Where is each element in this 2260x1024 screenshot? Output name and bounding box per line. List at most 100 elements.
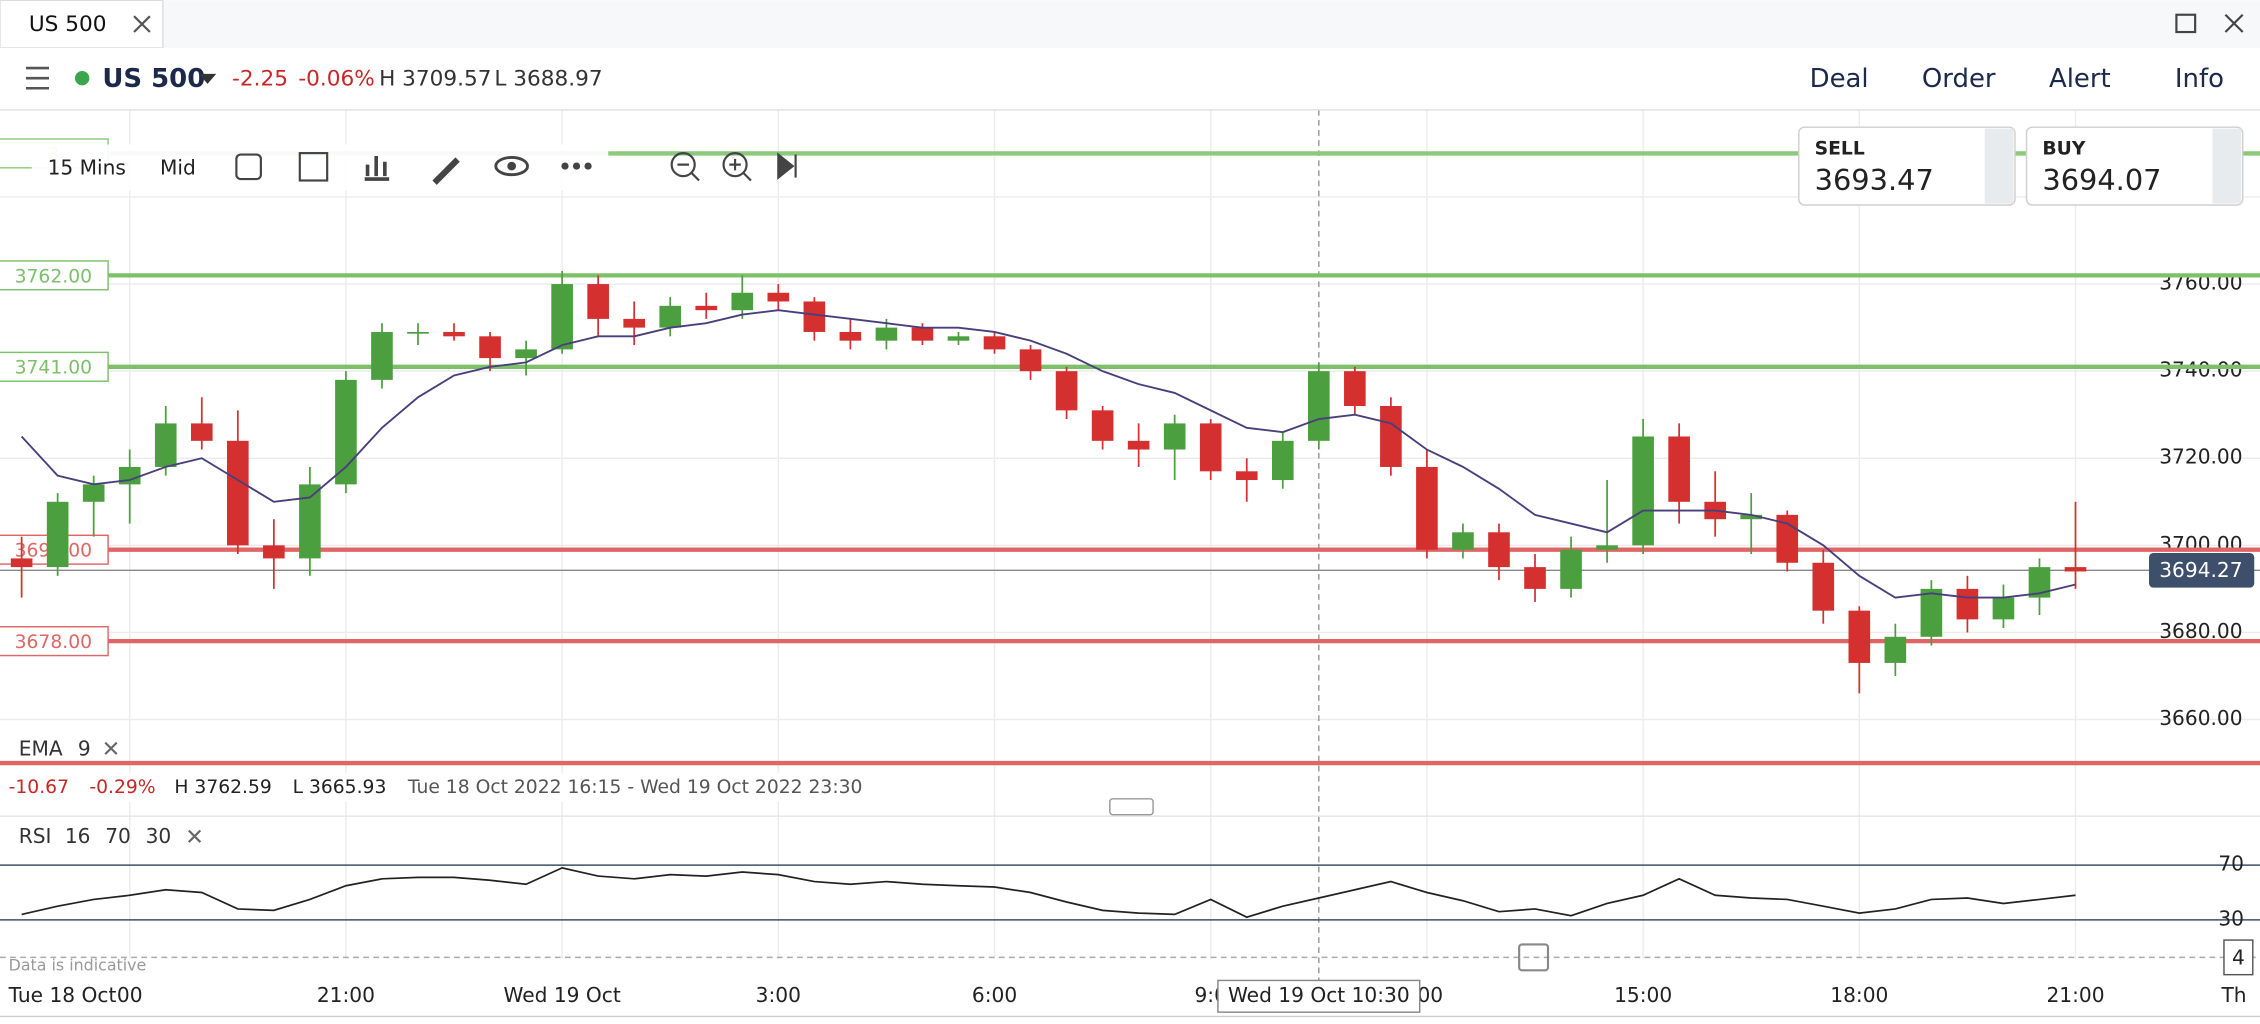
candle-body xyxy=(587,284,609,319)
candle-body xyxy=(1740,514,1763,520)
close-window-icon[interactable] xyxy=(2224,13,2244,33)
candle-body xyxy=(2028,567,2051,598)
candle-body xyxy=(875,327,898,341)
menu-item[interactable]: Alert xyxy=(2049,64,2111,94)
candle-body xyxy=(1271,440,1294,481)
rsi-tick-label: 70 xyxy=(2218,852,2244,876)
menu-item[interactable]: Order xyxy=(1922,64,1996,94)
chart-layer: 00 21:00 Wed 19 Oct 3:00 6:00 9:0:00 15:00 18:0… xyxy=(0,109,2260,1013)
x-tick-label: Wed 19 Oct xyxy=(503,983,620,1007)
menu-icon[interactable] xyxy=(25,66,50,90)
sell-box[interactable] xyxy=(1798,126,2016,206)
tab-bar xyxy=(0,0,2260,48)
view-icon-pupil xyxy=(507,161,516,171)
y-tick-label: 3680.00 xyxy=(2159,619,2242,643)
y-tick-label: 3700.00 xyxy=(2159,532,2242,556)
candle-body xyxy=(1884,636,1907,663)
candle-body xyxy=(190,423,213,441)
x-tick-label: 3:00 xyxy=(756,983,801,1007)
candle-body xyxy=(947,336,970,341)
view-icon[interactable] xyxy=(494,155,529,177)
zoom-in-icon[interactable] xyxy=(722,152,748,178)
ema-name: EMA xyxy=(19,736,63,760)
candle-body xyxy=(2064,567,2087,572)
x-tick-label: 6:00 xyxy=(972,983,1017,1007)
tab[interactable] xyxy=(0,0,164,49)
candle-body xyxy=(1235,471,1258,481)
compare-icon[interactable] xyxy=(298,152,329,182)
rsi-name: RSI xyxy=(19,824,52,848)
candle-body xyxy=(1956,588,1979,620)
interval[interactable]: 15 Mins xyxy=(48,155,126,179)
menu-item[interactable]: Info xyxy=(2175,64,2224,94)
calendar-button[interactable] xyxy=(1518,943,1550,972)
candle-body xyxy=(1812,562,1835,611)
buy-box[interactable] xyxy=(2025,126,2244,206)
candle-body xyxy=(1091,410,1114,441)
panel-handle[interactable] xyxy=(1109,798,1154,816)
candle-body xyxy=(154,423,177,467)
page-box[interactable] xyxy=(2223,939,2254,976)
status-dot xyxy=(74,70,90,86)
last-price-tag xyxy=(2149,552,2255,588)
note: Data is indicative xyxy=(9,956,147,975)
dropdown-icon[interactable] xyxy=(198,73,217,84)
close-icon[interactable] xyxy=(133,15,151,33)
candle-body xyxy=(1848,610,1871,663)
candle-body xyxy=(1055,371,1078,411)
draw-icon[interactable] xyxy=(432,157,460,185)
candle-body xyxy=(803,301,826,332)
zoom-marks xyxy=(677,158,752,182)
maximize-icon[interactable] xyxy=(2175,13,2197,34)
sell-label: SELL xyxy=(1815,138,1865,159)
candle-body xyxy=(335,379,357,485)
rsi-line xyxy=(21,866,2076,919)
candle-body xyxy=(983,336,1006,350)
high: H 3709.57 xyxy=(379,67,491,92)
ema-line xyxy=(20,309,2076,599)
candle-body xyxy=(1992,597,2015,620)
candle-body xyxy=(1524,567,1546,589)
instrument[interactable]: US 500 xyxy=(102,64,205,94)
candle-body xyxy=(1668,436,1690,502)
rsi-param: 16 xyxy=(65,824,91,848)
buy-label: BUY xyxy=(2042,138,2085,159)
x-tick-label: Th xyxy=(2221,983,2247,1007)
tab-title: US 500 xyxy=(29,12,107,37)
candle-body xyxy=(1344,371,1366,406)
sell-box-strip xyxy=(1984,128,2014,204)
candle-body xyxy=(839,331,862,341)
candle-body xyxy=(1596,545,1618,550)
buy-box-strip xyxy=(2212,128,2242,204)
page-indicator: 4 xyxy=(2232,945,2245,969)
level-label: 3678.00 xyxy=(15,632,92,653)
candle-body xyxy=(695,305,718,311)
rsi-param: 30 xyxy=(146,824,172,848)
menu-item[interactable]: Deal xyxy=(1810,64,1869,94)
candle-body xyxy=(1560,549,1582,589)
candle-body xyxy=(1380,405,1402,467)
header-bar xyxy=(0,47,2260,110)
stats-change-pct: -0.29% xyxy=(89,777,155,798)
candle-body xyxy=(1308,371,1330,441)
candle-body xyxy=(1019,349,1042,372)
zoom-out-icon[interactable] xyxy=(670,152,696,178)
more-icon[interactable] xyxy=(561,162,592,170)
go-latest-icon[interactable] xyxy=(777,152,797,180)
buy-price: 3694.07 xyxy=(2042,163,2161,197)
indicator-icon[interactable] xyxy=(364,155,390,181)
price-type[interactable]: Mid xyxy=(160,155,196,179)
level-label: 3762.00 xyxy=(15,266,92,287)
x-start-label: Tue 18 Oct xyxy=(8,983,117,1007)
level-label: 3741.00 xyxy=(15,358,92,379)
candle-body xyxy=(911,327,934,341)
rsi-tick-label: 30 xyxy=(2218,906,2244,930)
candle-body xyxy=(731,292,754,311)
stats-change: -10.67 xyxy=(9,777,69,798)
candle-body xyxy=(479,336,501,359)
level-label-box xyxy=(0,260,109,291)
x-tick-label: 15:00 xyxy=(1614,983,1672,1007)
calendar-icon[interactable] xyxy=(235,153,262,181)
x-tick-label: 21:00 xyxy=(317,983,375,1007)
